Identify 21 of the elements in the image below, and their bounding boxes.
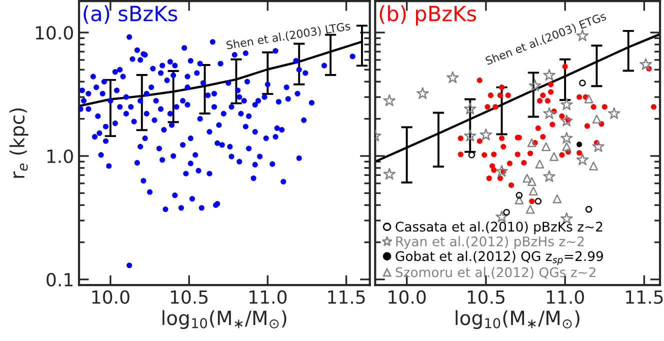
chart-title: (b) pBzKs bbox=[380, 5, 476, 26]
x-tick-label: 11.0 bbox=[546, 290, 584, 304]
annotation: Shen et al.(2003) LTGs bbox=[226, 21, 351, 51]
x-tick-label: 10.0 bbox=[388, 290, 426, 304]
x-axis-title: log$_{10}$(M$_{∗}$/M$_{⊙}$) bbox=[456, 310, 580, 330]
legend-label: Gobat et al.(2012) QG z$_{sp}$=2.99 bbox=[396, 250, 603, 266]
legend-label: Cassata et al.(2010) pBzKs z~2 bbox=[396, 221, 602, 234]
x-tick-label: 11.5 bbox=[626, 290, 663, 304]
x-tick-label: 10.0 bbox=[92, 290, 130, 304]
x-tick-label: 11.5 bbox=[328, 290, 365, 304]
legend-label: Ryan et al.(2012) pBzHs z~2 bbox=[396, 236, 584, 249]
y-axis-title: r$_{e}$ (kpc) bbox=[10, 108, 28, 178]
y-tick-label: 10.0 bbox=[36, 26, 73, 40]
x-tick-label: 11.0 bbox=[250, 290, 287, 304]
x-tick-label: 10.5 bbox=[170, 290, 208, 304]
legend-label: Szomoru et al.(2012) QGs z~2 bbox=[396, 267, 596, 279]
x-axis-title: log$_{10}$(M$_{∗}$/M$_{⊙}$) bbox=[162, 310, 286, 330]
chart-title: (a) sBzKs bbox=[84, 5, 178, 24]
y-tick-label: 1.0 bbox=[47, 149, 73, 164]
y-tick-label: 0.1 bbox=[46, 272, 72, 287]
x-tick-label: 10.5 bbox=[468, 290, 504, 304]
